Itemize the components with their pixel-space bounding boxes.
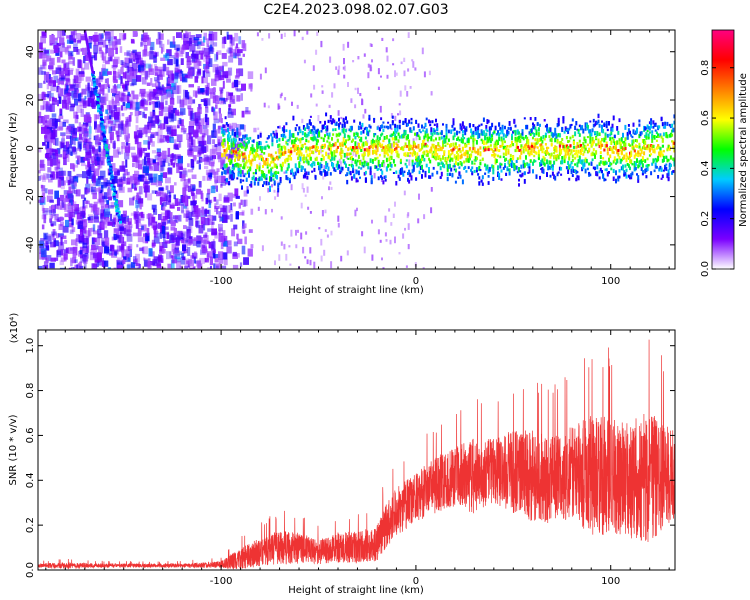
figure-title: C2E4.2023.098.02.07.G03 [263, 2, 448, 18]
snr-y-exponent: (x10⁴) [9, 313, 20, 344]
spectrogram-x-ticks: -100 0 100 [45, 30, 670, 287]
y-tick-label: 20 [25, 94, 36, 107]
y-tick-label: 0.4 [25, 472, 36, 488]
colorbar-tick-label: 0.2 [700, 211, 711, 227]
y-tick-label: 1.0 [25, 338, 36, 354]
x-tick-label: 100 [601, 276, 620, 287]
snr-panel: -100 0 100 0.0 0.2 0.4 0.6 0.8 1.0 Height of st… [8, 313, 676, 596]
spectrogram-diagonal-track [83, 30, 122, 224]
x-tick-label: -100 [210, 276, 233, 287]
snr-x-axis-label: Height of straight line (km) [288, 585, 424, 596]
snr-x-ticks: -100 0 100 [45, 330, 670, 587]
y-tick-label: 0.2 [25, 517, 36, 533]
snr-y-ticks: 0.0 0.2 0.4 0.6 0.8 1.0 [25, 338, 675, 578]
snr-y-axis-label: SNR (10 * v/v) [8, 414, 19, 485]
snr-series-line [38, 339, 675, 570]
y-tick-label: 0.6 [25, 427, 36, 443]
colorbar: 0.0 0.2 0.4 0.6 0.8 Normalized spectral ampl… [700, 29, 749, 277]
y-tick-label: 0.8 [25, 383, 36, 399]
spectrogram-noise-layer [38, 30, 433, 269]
y-tick-label: 0.0 [25, 562, 36, 578]
spectrogram-signal-band [221, 112, 675, 194]
x-tick-label: 0 [413, 576, 419, 587]
colorbar-tick-label: 0.6 [700, 110, 711, 126]
spectrogram-frame [37, 29, 676, 270]
y-tick-label: -40 [25, 237, 36, 253]
spectrogram-plot-area [38, 30, 675, 269]
colorbar-tick-label: 0.4 [700, 160, 711, 176]
y-tick-label: -20 [25, 188, 36, 204]
colorbar-ticks: 0.0 0.2 0.4 0.6 0.8 [700, 29, 735, 277]
x-tick-label: 0 [413, 276, 419, 287]
x-tick-label: -100 [210, 576, 233, 587]
snr-frame [37, 329, 676, 571]
colorbar-tick-label: 0.0 [700, 261, 711, 277]
colorbar-label: Normalized spectral amplitude [738, 73, 749, 227]
spectrogram-y-ticks: -40 -20 0 20 40 [25, 45, 675, 253]
y-tick-label: 0 [25, 145, 36, 151]
y-tick-label: 40 [25, 45, 36, 58]
colorbar-gradient [712, 30, 734, 269]
spectrogram-x-axis-label: Height of straight line (km) [288, 285, 424, 296]
x-tick-label: 100 [601, 576, 620, 587]
colorbar-frame [711, 29, 735, 270]
snr-plot-area [38, 339, 675, 570]
colorbar-tick-label: 0.8 [700, 60, 711, 76]
spectrogram-y-axis-label: Frequency (Hz) [8, 112, 19, 188]
spectrogram-panel: -100 0 100 -40 -20 0 20 40 Height of straight … [8, 29, 676, 296]
